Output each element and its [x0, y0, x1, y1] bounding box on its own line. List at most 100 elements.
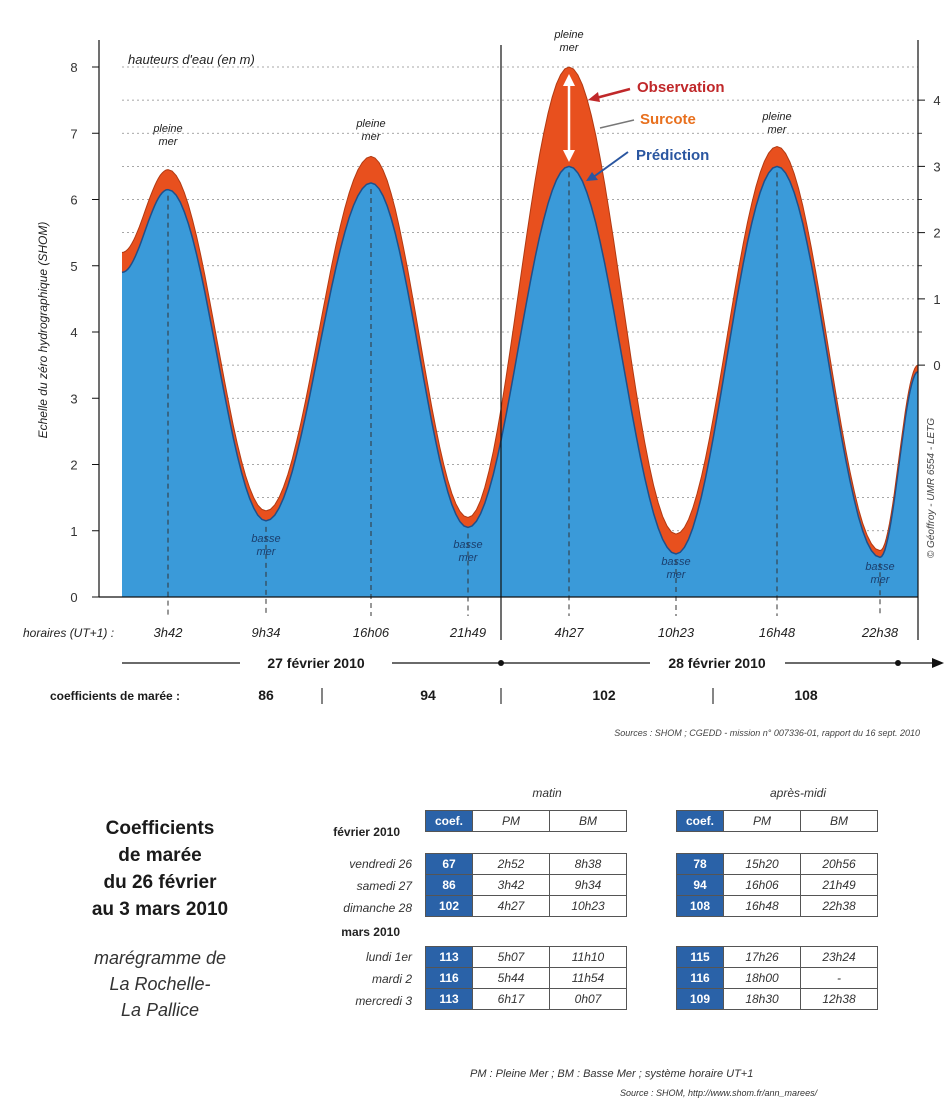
data-table-apres-midi: 78 15h20 20h56 94 16h06 21h49 108 16h48 22h38: [676, 853, 878, 917]
time-cell: 0h07: [549, 988, 627, 1010]
y-tick-label: 0: [70, 590, 77, 605]
data-table-matin: 113 5h07 11h10 116 5h44 11h54 113 6h17 0h07: [425, 946, 627, 1010]
coef-value: 94: [420, 687, 436, 703]
title-line-4: au 3 mars 2010: [91, 899, 229, 920]
coef-cell: 113: [425, 946, 473, 968]
coef-cell: 102: [425, 895, 473, 917]
time-cell: 18h30: [723, 988, 801, 1010]
table-footnote: PM : Pleine Mer ; BM : Basse Mer ; systè…: [470, 1068, 754, 1080]
event-time-label: 9h34: [252, 625, 281, 640]
coef-value: 108: [794, 687, 818, 703]
y-tick-label: 3: [70, 391, 77, 406]
legend-prediction: Prédiction: [636, 147, 709, 164]
right-tick-label: 2: [933, 226, 940, 241]
event-time-label: 10h23: [658, 625, 695, 640]
time-cell: 15h20: [723, 853, 801, 875]
day-label: dimanche 28: [343, 901, 412, 915]
time-cell: 6h17: [472, 988, 550, 1010]
pleine-mer-label: pleine: [152, 123, 182, 135]
basse-mer-label: basse: [661, 556, 690, 568]
x-label-prefix: horaires (UT+1) :: [23, 626, 114, 640]
time-cell: 12h38: [800, 988, 878, 1010]
table-row: 78 15h20 20h56: [676, 853, 878, 875]
legend-surcote: Surcote: [640, 111, 696, 128]
apres-midi-label: après-midi: [769, 786, 826, 800]
date-label: 27 février 2010: [267, 655, 365, 671]
table-row: 67 2h52 8h38: [425, 853, 627, 875]
coef-cell: 109: [676, 988, 724, 1010]
date-marker: [498, 660, 504, 666]
y-tick-label: 7: [70, 126, 77, 141]
date-arrow-head: [932, 658, 944, 668]
table-source: Source : SHOM, http://www.shom.fr/ann_ma…: [620, 1088, 818, 1098]
pleine-mer-label: mer: [768, 124, 788, 136]
pleine-mer-label: mer: [560, 42, 580, 54]
time-cell: 17h26: [723, 946, 801, 968]
table-row: 116 5h44 11h54: [425, 967, 627, 989]
basse-mer-label: basse: [251, 533, 280, 545]
right-tick-label: 4: [933, 93, 940, 108]
legend-observation: Observation: [637, 79, 725, 96]
table-row: 115 17h26 23h24: [676, 946, 878, 968]
observation-pointer-head: [588, 92, 600, 102]
date-marker: [895, 660, 901, 666]
basse-mer-label: mer: [667, 569, 687, 581]
coef-cell: coef.: [425, 810, 473, 832]
data-table-matin: 67 2h52 8h38 86 3h42 9h34 102 4h27 10h23: [425, 853, 627, 917]
coef-cell: coef.: [676, 810, 724, 832]
y-tick-label: 4: [70, 325, 77, 340]
basse-mer-label: mer: [257, 546, 277, 558]
coef-cell: 94: [676, 874, 724, 896]
y-tick-label: 5: [70, 259, 77, 274]
event-time-label: 22h38: [861, 625, 899, 640]
time-cell: PM: [723, 810, 801, 832]
prediction-pointer-head: [586, 172, 598, 181]
table-row: 86 3h42 9h34: [425, 874, 627, 896]
time-cell: 3h42: [472, 874, 550, 896]
surcote-pointer: [599, 119, 635, 129]
pleine-mer-label: mer: [362, 131, 382, 143]
title-line-2: de marée: [118, 845, 202, 866]
section-label: mars 2010: [341, 925, 400, 939]
chart-title: hauteurs d'eau (en m): [128, 52, 255, 67]
event-time-label: 3h42: [154, 625, 184, 640]
observation-pointer: [595, 87, 631, 100]
y-tick-label: 2: [70, 458, 77, 473]
table-title-block: Coefficients de marée du 26 février au 3…: [60, 815, 260, 1023]
title-line-3: du 26 février: [103, 872, 217, 893]
event-time-label: 21h49: [449, 625, 486, 640]
right-tick-label: 3: [933, 159, 940, 174]
day-label: samedi 27: [356, 879, 412, 893]
day-label: mercredi 3: [355, 994, 412, 1008]
surge-arrow-head: [563, 150, 575, 162]
time-cell: 23h24: [800, 946, 878, 968]
table-row: 113 5h07 11h10: [425, 946, 627, 968]
surge-arrow-head: [563, 74, 575, 86]
table-row: 109 18h30 12h38: [676, 988, 878, 1010]
subtitle-line-2: La Rochelle-: [109, 974, 211, 994]
coef-cell: 78: [676, 853, 724, 875]
copyright-note: © Géoffroy - UMR 6554 - LETG: [926, 418, 937, 558]
time-cell: 5h44: [472, 967, 550, 989]
basse-mer-label: basse: [865, 561, 894, 573]
time-cell: 16h06: [723, 874, 801, 896]
table-row: 102 4h27 10h23: [425, 895, 627, 917]
observation-line: [121, 66, 919, 552]
coef-label: coefficients de marée :: [50, 689, 180, 703]
time-cell: 11h54: [549, 967, 627, 989]
table-row: 108 16h48 22h38: [676, 895, 878, 917]
pleine-mer-label: pleine: [355, 118, 385, 130]
right-tick-label: 0: [933, 358, 940, 373]
data-table-apres-midi: 115 17h26 23h24 116 18h00-109 18h30 12h38: [676, 946, 878, 1010]
time-cell: 18h00: [723, 967, 801, 989]
coef-cell: 116: [425, 967, 473, 989]
coef-cell: 115: [676, 946, 724, 968]
pleine-mer-label: mer: [159, 136, 179, 148]
event-time-label: 16h48: [759, 625, 796, 640]
y-tick-label: 8: [70, 60, 77, 75]
y-tick-label: 1: [70, 524, 77, 539]
day-label: lundi 1er: [365, 950, 412, 964]
subtitle-line-3: La Pallice: [120, 1000, 200, 1020]
time-cell: BM: [800, 810, 878, 832]
